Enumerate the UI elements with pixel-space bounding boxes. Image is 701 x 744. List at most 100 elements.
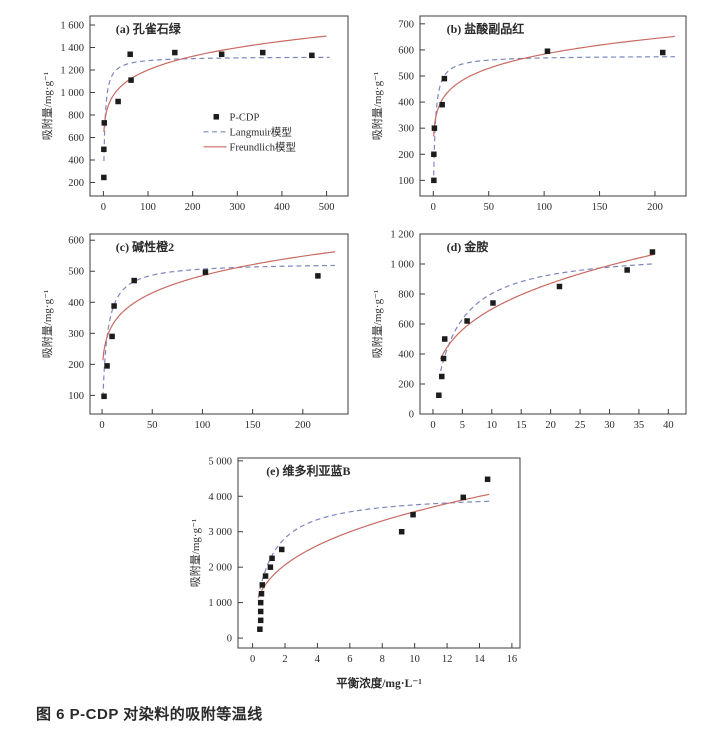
svg-text:600: 600 [68,236,84,247]
svg-text:8: 8 [380,654,385,665]
svg-text:1 200: 1 200 [390,230,414,241]
c-data-points [101,269,321,400]
subplot-b-pararosaniline-hydrochloride: 0 50 100 150 200 100 200 300 400 500 600 700 (b) 盐酸副… [370,15,687,213]
svg-text:800: 800 [68,111,84,122]
legend-freundlich-label: Freundlich模型 [230,140,297,153]
svg-text:700: 700 [398,19,414,30]
svg-text:25: 25 [575,420,586,431]
d-freundlich-curve [440,253,655,360]
svg-text:1 400: 1 400 [60,43,84,54]
a-plot-frame [89,15,349,197]
svg-text:500: 500 [319,202,335,213]
svg-text:100: 100 [68,391,84,402]
svg-text:500: 500 [398,72,414,83]
d-plot-frame [419,233,687,415]
svg-text:16: 16 [507,654,518,665]
svg-text:10: 10 [409,654,420,665]
svg-text:10: 10 [487,420,498,431]
svg-text:1 000: 1 000 [208,598,232,609]
svg-text:30: 30 [604,420,615,431]
svg-text:1 200: 1 200 [60,66,84,77]
svg-text:500: 500 [68,267,84,278]
b-title: (b) 盐酸副品红 [447,21,525,36]
svg-text:5 000: 5 000 [208,456,232,467]
svg-text:200: 200 [647,202,663,213]
svg-text:0: 0 [227,634,232,645]
svg-text:600: 600 [398,45,414,56]
svg-text:100: 100 [140,202,156,213]
svg-text:100: 100 [536,202,552,213]
c-y-axis-label: 吸附量/mg·g⁻¹ [40,290,54,358]
svg-text:400: 400 [274,202,290,213]
svg-text:400: 400 [68,298,84,309]
e-data-points [257,476,491,632]
svg-text:100: 100 [195,420,211,431]
b-y-axis-label: 吸附量/mg·g⁻¹ [370,72,384,140]
svg-text:0: 0 [409,410,414,421]
svg-text:1 000: 1 000 [60,88,84,99]
subplot-a-malachite-green: 0 100 200 300 400 500 200 400 600 800 1 000 1 200 1 … [40,15,349,214]
svg-text:14: 14 [474,654,485,665]
d-y-axis-label: 吸附量/mg·g⁻¹ [370,290,384,358]
svg-text:600: 600 [398,320,414,331]
svg-text:200: 200 [295,420,311,431]
svg-text:0: 0 [99,420,104,431]
svg-text:1 000: 1 000 [390,260,414,271]
svg-text:0: 0 [101,202,106,213]
legend-point-marker [213,114,220,120]
svg-text:400: 400 [398,98,414,109]
e-freundlich-curve [257,493,490,598]
c-plot-frame [89,233,349,415]
c-axis-ticks: 0 50 100 150 200 100 200 300 400 500 600 [68,236,310,431]
d-title: (d) 金胺 [447,239,489,254]
c-freundlich-curve [102,251,336,361]
svg-text:300: 300 [68,329,84,340]
d-langmuir-curve [440,263,655,372]
svg-text:4: 4 [315,654,321,665]
a-axis-ticks: 0 100 200 300 400 500 200 400 600 800 1 000 1 200 1 … [60,21,334,214]
svg-text:150: 150 [245,420,261,431]
svg-text:50: 50 [147,420,158,431]
c-langmuir-curve [102,264,335,398]
c-title: (c) 碱性橙2 [116,239,174,254]
svg-text:4 000: 4 000 [208,492,232,503]
svg-text:400: 400 [398,350,414,361]
svg-text:400: 400 [68,156,84,167]
svg-text:2 000: 2 000 [208,563,232,574]
svg-text:40: 40 [663,420,674,431]
svg-text:3 000: 3 000 [208,527,232,538]
svg-text:5: 5 [460,420,465,431]
svg-text:0: 0 [430,420,435,431]
e-title: (e) 维多利亚蓝B [266,463,350,478]
svg-text:600: 600 [68,133,84,144]
svg-text:35: 35 [634,420,645,431]
svg-text:200: 200 [398,150,414,161]
svg-text:300: 300 [229,202,245,213]
b-langmuir-curve [433,56,675,176]
svg-text:200: 200 [68,360,84,371]
e-langmuir-curve [257,500,490,598]
svg-text:100: 100 [398,176,414,187]
svg-text:0: 0 [250,654,255,665]
svg-text:150: 150 [592,202,608,213]
a-data-points [101,49,315,181]
svg-text:20: 20 [545,420,556,431]
legend-langmuir-label: Langmuir模型 [230,125,292,138]
e-x-axis-label: 平衡浓度/mg·L⁻¹ [336,676,422,690]
svg-text:12: 12 [442,654,453,665]
svg-text:6: 6 [347,654,352,665]
svg-text:2: 2 [282,654,287,665]
b-freundlich-curve [433,35,675,137]
svg-text:15: 15 [516,420,527,431]
svg-text:800: 800 [398,290,414,301]
svg-text:0: 0 [431,202,436,213]
b-data-points [431,48,666,184]
legend: P-CDP Langmuir模型 Freundlich模型 [203,112,297,153]
e-y-axis-label: 吸附量/mg·g⁻¹ [188,519,202,587]
b-plot-frame [419,15,687,197]
svg-text:300: 300 [398,124,414,135]
b-axis-ticks: 0 50 100 150 200 100 200 300 400 500 600 700 [398,19,663,213]
